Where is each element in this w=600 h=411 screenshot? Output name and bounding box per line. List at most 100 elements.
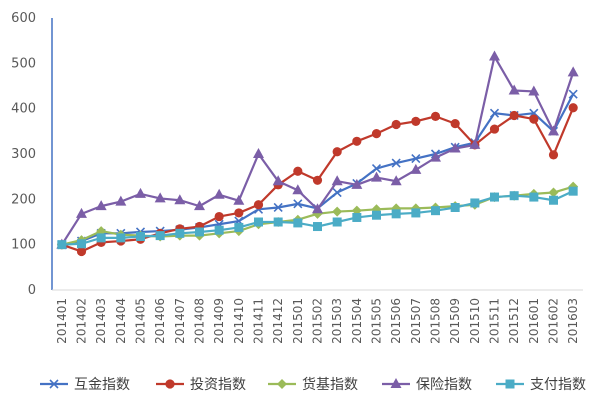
data-point-marker xyxy=(96,233,106,243)
data-point-marker xyxy=(115,195,127,206)
legend-item-4: 保险指数 xyxy=(382,377,472,393)
data-point-marker xyxy=(568,103,578,113)
legend-item-2: 投资指数 xyxy=(156,377,246,393)
data-point-marker xyxy=(390,378,402,388)
y-tick-label: 200 xyxy=(11,192,36,207)
x-tick-label: 201507 xyxy=(409,298,423,344)
data-point-marker xyxy=(548,150,559,160)
data-point-marker xyxy=(194,200,205,211)
x-tick-label: 201512 xyxy=(507,298,521,344)
data-point-marker xyxy=(332,147,342,157)
data-point-marker xyxy=(431,206,440,216)
legend-item-5: 支付指数 xyxy=(496,377,586,393)
data-point-marker xyxy=(549,195,558,205)
data-point-marker xyxy=(272,175,284,186)
x-tick-label: 201511 xyxy=(488,298,502,344)
data-point-marker xyxy=(135,187,146,198)
y-tick-label: 500 xyxy=(11,56,36,71)
data-point-marker xyxy=(469,138,481,149)
data-point-marker xyxy=(253,200,264,210)
x-tick-label: 201409 xyxy=(212,298,226,344)
data-point-marker xyxy=(76,207,87,218)
data-point-marker xyxy=(165,379,175,389)
x-tick-label: 201503 xyxy=(330,298,344,344)
data-point-marker xyxy=(449,142,461,153)
data-point-marker xyxy=(155,231,165,241)
x-tick-label: 201407 xyxy=(173,298,187,344)
data-point-marker xyxy=(489,108,500,118)
data-point-marker xyxy=(489,50,500,61)
data-point-marker xyxy=(253,148,264,158)
data-point-marker xyxy=(391,119,401,130)
data-point-marker xyxy=(411,153,421,164)
legend: 互金指数 投资指数 货基指数 保险指数 支付指数 xyxy=(40,376,586,393)
legend-item-3: 货基指数 xyxy=(268,376,358,393)
x-tick-label: 201411 xyxy=(252,298,266,344)
data-point-marker xyxy=(568,89,578,99)
x-tick-label: 201506 xyxy=(389,298,403,344)
data-point-marker xyxy=(490,192,499,202)
data-point-marker xyxy=(293,218,303,228)
legend-label: 支付指数 xyxy=(530,377,586,393)
x-tick-label: 201505 xyxy=(370,298,384,344)
data-point-marker xyxy=(450,202,460,212)
data-point-marker xyxy=(213,188,225,199)
x-tick-label: 201603 xyxy=(566,298,580,344)
legend-item-1: 互金指数 xyxy=(40,377,130,393)
data-point-marker xyxy=(293,199,303,209)
x-tick-label: 201401 xyxy=(55,298,69,344)
series-4 xyxy=(56,50,579,249)
data-point-marker xyxy=(390,175,402,186)
x-tick-label: 201509 xyxy=(448,298,462,344)
data-point-marker xyxy=(410,163,422,174)
y-tick-label: 300 xyxy=(11,147,36,162)
data-point-marker xyxy=(372,210,381,220)
data-point-marker xyxy=(214,211,224,222)
data-point-marker xyxy=(195,227,204,237)
x-tick-label: 201408 xyxy=(193,298,207,344)
data-point-marker xyxy=(214,225,224,235)
data-point-marker xyxy=(312,175,323,185)
x-tick-label: 201404 xyxy=(114,298,128,344)
data-point-marker xyxy=(234,222,244,232)
legend-label: 投资指数 xyxy=(190,377,246,393)
data-point-marker xyxy=(548,187,559,198)
data-point-marker xyxy=(174,194,186,205)
data-point-marker xyxy=(411,116,421,126)
data-point-marker xyxy=(430,151,441,162)
x-tick-label: 201602 xyxy=(547,298,561,344)
data-point-marker xyxy=(411,208,421,218)
data-point-marker xyxy=(57,240,67,250)
data-point-marker xyxy=(175,228,185,238)
data-point-marker xyxy=(312,203,323,214)
x-tick-label: 201410 xyxy=(232,298,246,344)
x-tick-label: 201510 xyxy=(468,298,482,344)
data-point-marker xyxy=(489,124,500,134)
legend-label: 货基指数 xyxy=(302,376,358,393)
data-point-marker xyxy=(332,187,342,198)
series-layer xyxy=(56,50,579,257)
y-tick-label: 100 xyxy=(11,238,36,253)
y-tick-label: 400 xyxy=(11,102,36,117)
data-point-marker xyxy=(273,202,283,213)
data-point-marker xyxy=(77,239,86,249)
data-point-marker xyxy=(529,114,539,124)
x-tick-label: 201601 xyxy=(527,298,541,344)
x-tick-label: 201501 xyxy=(291,298,305,344)
data-point-marker xyxy=(76,246,87,257)
data-point-marker xyxy=(136,232,145,242)
data-point-marker xyxy=(332,206,343,217)
data-point-marker xyxy=(95,200,107,211)
data-point-marker xyxy=(371,171,382,182)
data-point-marker xyxy=(331,175,343,186)
data-point-marker xyxy=(234,208,244,218)
data-point-marker xyxy=(49,379,59,389)
data-point-marker xyxy=(568,186,578,196)
x-tick-label: 201406 xyxy=(153,298,167,344)
data-point-marker xyxy=(351,178,363,189)
data-point-marker xyxy=(277,379,287,389)
x-axis: 201401 201402 201403 201404 201405 201406 2014… xyxy=(52,289,583,344)
x-tick-label: 201508 xyxy=(429,298,443,344)
data-point-marker xyxy=(567,66,579,77)
